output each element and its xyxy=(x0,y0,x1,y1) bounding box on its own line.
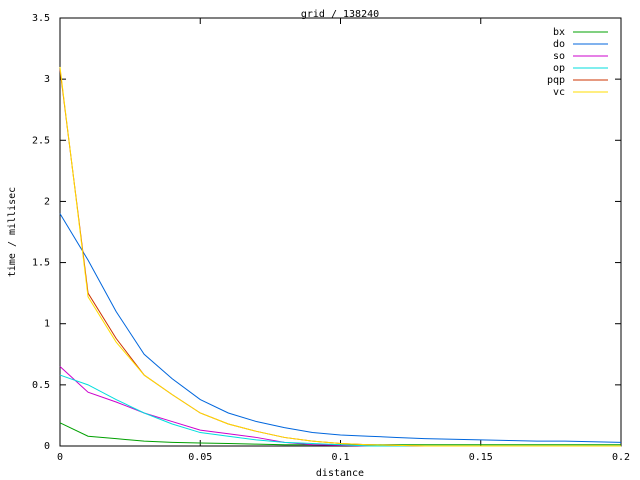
y-tick-label: 0 xyxy=(44,441,50,452)
chart-title: grid / 138240 xyxy=(301,9,379,20)
y-tick-label: 1 xyxy=(44,319,50,330)
x-tick-label: 0.15 xyxy=(469,452,493,463)
legend-label: pqp xyxy=(547,75,565,86)
series-line xyxy=(59,213,622,443)
plot-border xyxy=(59,17,622,447)
x-tick-label: 0.05 xyxy=(188,452,212,463)
y-tick-label: 2.5 xyxy=(32,135,50,146)
legend-label: so xyxy=(553,51,565,62)
y-tick-label: 0.5 xyxy=(32,380,50,391)
series-line xyxy=(59,366,621,447)
y-axis-label: time / millisec xyxy=(7,187,18,277)
y-tick-label: 1.5 xyxy=(32,258,50,269)
y-tick-label: 3.5 xyxy=(32,13,50,24)
legend-label: vc xyxy=(553,87,565,98)
x-tick-label: 0 xyxy=(57,452,63,463)
x-tick-label: 0.1 xyxy=(331,452,349,463)
legend-label: do xyxy=(553,39,565,50)
legend-label: bx xyxy=(553,27,565,38)
y-tick-label: 2 xyxy=(44,196,50,207)
series-line xyxy=(59,69,621,447)
legend-label: op xyxy=(553,63,565,74)
x-axis-label: distance xyxy=(316,468,364,479)
x-tick-label: 0.2 xyxy=(612,452,630,463)
series-line xyxy=(59,66,621,447)
y-tick-label: 3 xyxy=(44,74,50,85)
